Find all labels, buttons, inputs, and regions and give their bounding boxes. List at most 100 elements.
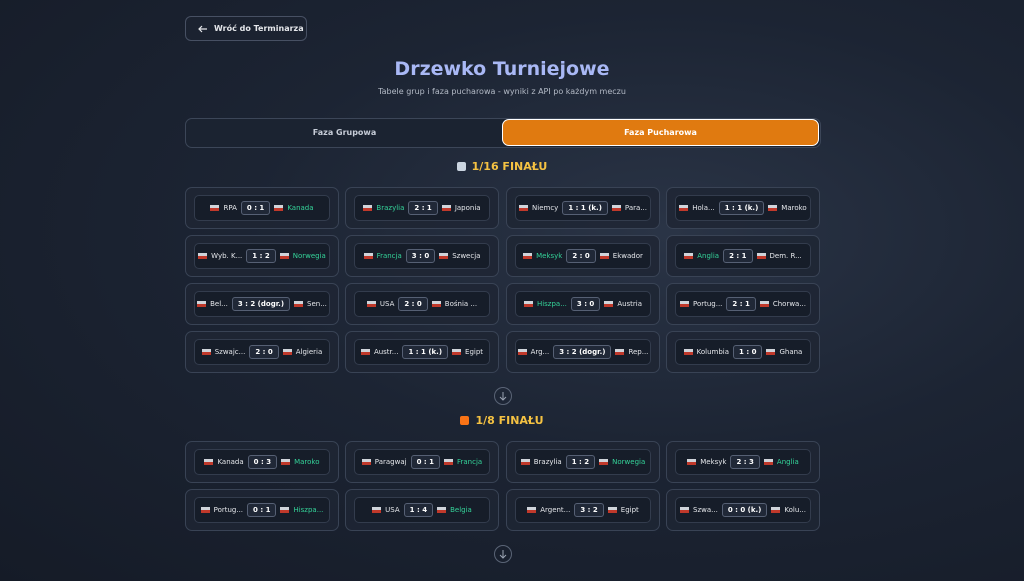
home-team: Brazylia (376, 204, 405, 212)
match-card[interactable]: Hola... 1 : 1 (k.) Maroko (666, 187, 820, 229)
page-subtitle: Tabele grup i faza pucharowa - wyniki z … (378, 87, 626, 96)
away-team: Austria (617, 300, 643, 308)
flag (437, 507, 447, 513)
match-card[interactable]: Arg... 3 : 2 (dogr.) Rep... (506, 331, 660, 373)
home-team: Kolumbia (696, 348, 730, 356)
tab[interactable]: Faza Pucharowa (503, 120, 818, 145)
match-card[interactable]: Austr... 1 : 1 (k.) Egipt (345, 331, 499, 373)
away-team: Kolu... (784, 506, 806, 514)
score: 1 : 0 (733, 345, 763, 359)
away-team: Para... (624, 204, 647, 212)
home-team: Niemcy (532, 204, 559, 212)
away-team: Belgia (450, 506, 472, 514)
score: 3 : 0 (405, 249, 436, 263)
match-card[interactable]: Bel... 3 : 2 (dogr.) Sen... (185, 283, 339, 325)
match-card[interactable]: RPA 0 : 1 Kanada (185, 187, 339, 229)
match-card[interactable]: Szwajc... 2 : 0 Algieria (185, 331, 339, 373)
match-card[interactable]: Meksyk 2 : 0 Ekwador (506, 235, 660, 277)
away-team: Norwegia (612, 458, 646, 466)
home-team: Austr... (373, 348, 399, 356)
flag (281, 459, 291, 465)
flag (441, 205, 451, 211)
home-team: Meksyk (536, 252, 563, 260)
flag (523, 301, 533, 307)
flag (200, 507, 210, 513)
match-row: Niemcy 1 : 1 (k.) Para... (515, 195, 651, 221)
score: 2 : 0 (249, 345, 279, 359)
flag (517, 349, 527, 355)
flag (520, 459, 530, 465)
flag (274, 205, 284, 211)
flag (519, 205, 529, 211)
flag (615, 349, 625, 355)
flag (443, 459, 453, 465)
match-card[interactable]: Argent... 3 : 2 Egipt (506, 489, 660, 531)
score: 0 : 1 (240, 201, 271, 215)
match-card[interactable]: USA 2 : 0 Bośnia ... (345, 283, 499, 325)
match-row: Brazylia 1 : 2 Norwegia (515, 449, 651, 475)
match-card[interactable]: Niemcy 1 : 1 (k.) Para... (506, 187, 660, 229)
away-team: Szwecja (452, 252, 481, 260)
away-team: Ghana (779, 348, 803, 356)
flag (759, 301, 769, 307)
score: 1 : 1 (k.) (562, 201, 608, 215)
away-team: Egipt (465, 348, 484, 356)
scroll-down-button[interactable] (494, 387, 512, 405)
flag (687, 459, 697, 465)
match-card[interactable]: Anglia 2 : 1 Dem. R... (666, 235, 820, 277)
away-team: Francja (456, 458, 483, 466)
match-card[interactable]: Kanada 0 : 3 Maroko (185, 441, 339, 483)
flag (679, 301, 689, 307)
match-card[interactable]: Wyb. K... 1 : 2 Norwegia (185, 235, 339, 277)
match-row: Meksyk 2 : 0 Ekwador (515, 243, 651, 269)
match-card[interactable]: Hiszpa... 3 : 0 Austria (506, 283, 660, 325)
match-card[interactable]: USA 1 : 4 Belgia (345, 489, 499, 531)
flag (372, 507, 382, 513)
away-team: Anglia (776, 458, 799, 466)
down-icon (499, 550, 507, 559)
home-team: Portug... (692, 300, 723, 308)
score: 1 : 2 (565, 455, 596, 469)
flag (201, 349, 211, 355)
back-icon (198, 25, 207, 32)
match-card[interactable]: Portug... 2 : 1 Chorwa... (666, 283, 820, 325)
away-team: Maroko (294, 458, 320, 466)
flag (363, 253, 373, 259)
match-row: Portug... 2 : 1 Chorwa... (675, 291, 811, 317)
match-card[interactable]: Kolumbia 1 : 0 Ghana (666, 331, 820, 373)
match-row: Austr... 1 : 1 (k.) Egipt (354, 339, 490, 365)
match-card[interactable]: Francja 3 : 0 Szwecja (345, 235, 499, 277)
back-button[interactable]: Wróć do Terminarza (185, 16, 307, 41)
score: 2 : 1 (408, 201, 438, 215)
flag (684, 253, 694, 259)
away-team: Norwegia (292, 252, 326, 260)
match-card[interactable]: Brazylia 1 : 2 Norwegia (506, 441, 660, 483)
scroll-down-button[interactable] (494, 545, 512, 563)
home-team: Hola... (692, 204, 715, 212)
match-card[interactable]: Paragwaj 0 : 1 Francja (345, 441, 499, 483)
score: 3 : 2 (574, 503, 604, 517)
home-team: Hiszpa... (536, 300, 567, 308)
flag (210, 205, 220, 211)
score: 0 : 3 (247, 455, 278, 469)
match-row: Arg... 3 : 2 (dogr.) Rep... (515, 339, 651, 365)
match-row: Anglia 2 : 1 Dem. R... (675, 243, 811, 269)
match-card[interactable]: Brazylia 2 : 1 Japonia (345, 187, 499, 229)
score: 0 : 0 (k.) (721, 503, 768, 517)
match-row: Bel... 3 : 2 (dogr.) Sen... (194, 291, 330, 317)
match-card[interactable]: Szwa... 0 : 0 (k.) Kolu... (666, 489, 820, 531)
flag (294, 301, 304, 307)
tab[interactable]: Faza Grupowa (312, 128, 377, 137)
flag (280, 507, 290, 513)
match-card[interactable]: Portug... 0 : 1 Hiszpa... (185, 489, 339, 531)
match-card[interactable]: Meksyk 2 : 3 Anglia (666, 441, 820, 483)
match-row: USA 2 : 0 Bośnia ... (354, 291, 490, 317)
flag (279, 253, 289, 259)
score: 3 : 2 (dogr.) (553, 345, 612, 359)
match-row: Hola... 1 : 1 (k.) Maroko (675, 195, 811, 221)
match-row: RPA 0 : 1 Kanada (194, 195, 330, 221)
away-team: Maroko (781, 204, 807, 212)
home-team: Arg... (530, 348, 550, 356)
section-title: 1/16 FINAŁU (0, 160, 1004, 173)
match-row: USA 1 : 4 Belgia (354, 497, 490, 523)
